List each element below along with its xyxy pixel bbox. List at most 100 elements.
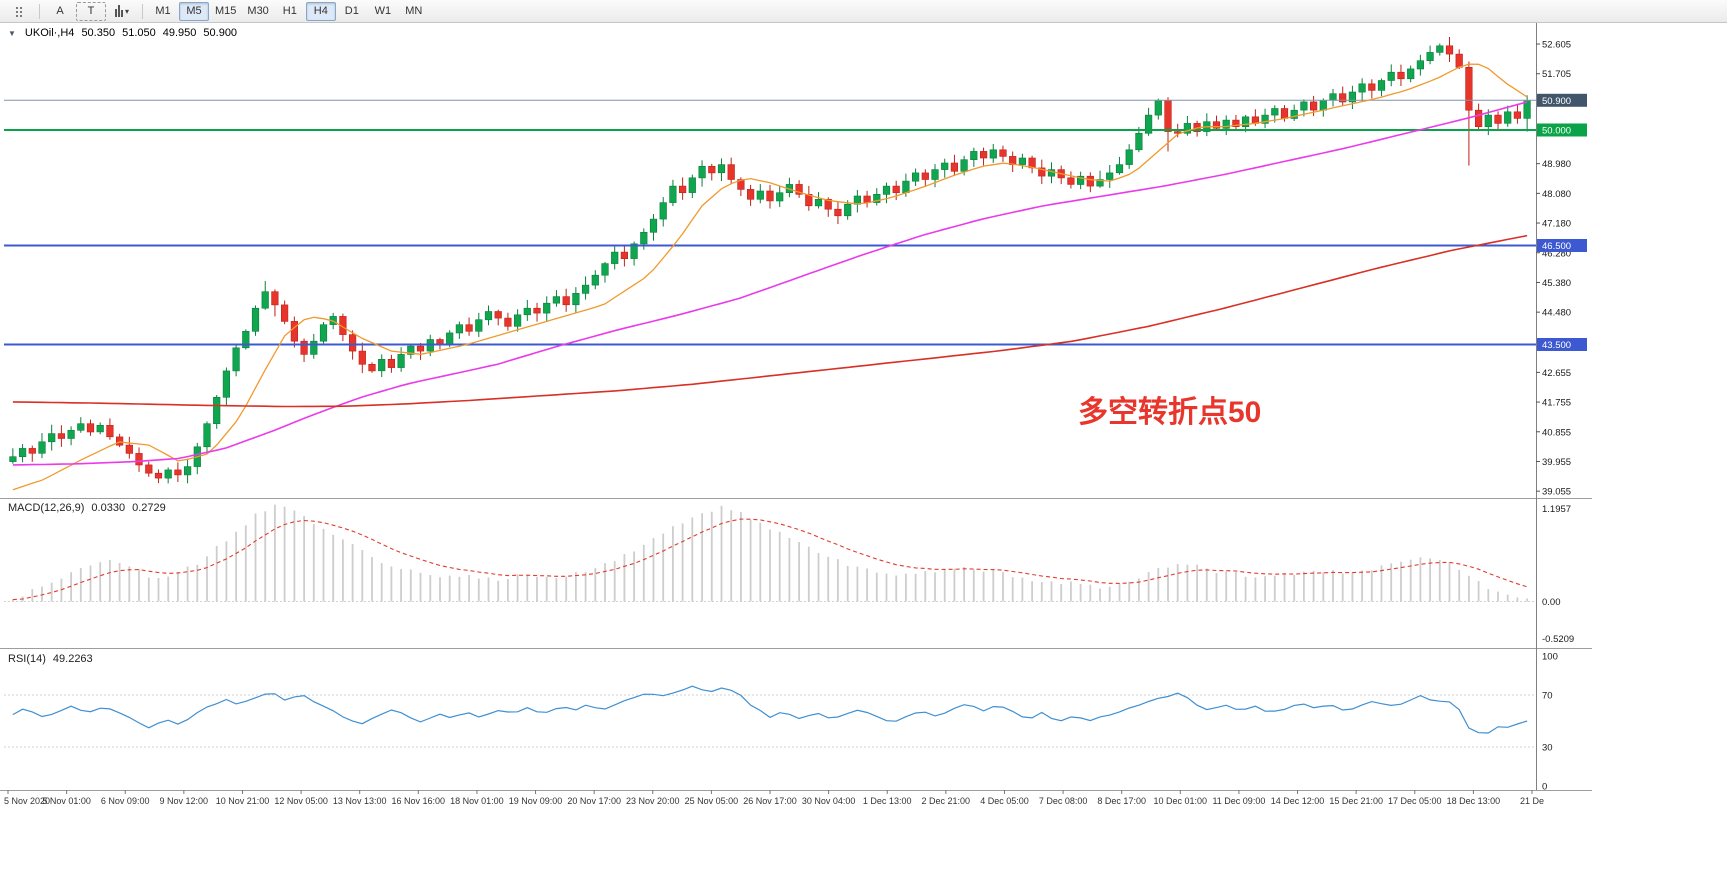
text-tool-button[interactable]: T — [76, 1, 106, 21]
candle-body — [1300, 101, 1308, 111]
candle-body — [533, 307, 541, 314]
time-label: 16 Nov 16:00 — [392, 796, 446, 806]
panel-dividers — [0, 22, 1592, 791]
candle-body — [513, 314, 522, 327]
candle-body — [319, 324, 328, 342]
candle-body — [1038, 167, 1046, 177]
candle-body — [630, 243, 638, 259]
candle-body — [125, 444, 133, 454]
time-label: 6 Nov 09:00 — [101, 796, 150, 806]
price-badge — [1537, 337, 1587, 351]
candle-body — [678, 185, 687, 194]
candle-body — [766, 190, 774, 202]
timeframe-button-m30[interactable]: M30 — [247, 5, 269, 17]
price-axis[interactable]: 52.605 51.705 48.980 48.080 47.180 46.280 45.3… — [1536, 40, 1587, 498]
candle-body — [727, 164, 735, 180]
timeframe-button-m15[interactable]: M15 — [215, 5, 237, 17]
timeframe-button-mn[interactable]: MN — [405, 5, 423, 17]
candle-body — [970, 151, 978, 160]
timeframe-button-w1[interactable]: W1 — [374, 5, 392, 17]
time-label: 21 De — [1520, 796, 1544, 806]
candle-body — [640, 232, 648, 245]
drag-handle-icon[interactable] — [4, 2, 34, 21]
price-tick-label: 44.480 — [1542, 308, 1571, 319]
candle-body — [1106, 172, 1114, 180]
rsi-scale-label: 0 — [1542, 782, 1547, 793]
candle-body — [184, 466, 192, 476]
candle-body — [1465, 66, 1473, 111]
timeframe-button-d1[interactable]: D1 — [344, 5, 359, 17]
candle-body — [378, 358, 386, 372]
chart-type-button[interactable]: ▾ — [107, 2, 137, 21]
macd-panel: 1.1957 0.00 -0.5209 — [4, 504, 1574, 645]
candle-body — [446, 332, 454, 345]
candle-body — [1436, 45, 1444, 53]
time-label: 12 Nov 05:00 — [274, 796, 328, 806]
candle-body — [1513, 111, 1521, 119]
macd-signal-line — [12, 518, 1528, 601]
candle-body — [1261, 114, 1269, 124]
candle-body — [572, 292, 580, 306]
candle-body — [1271, 108, 1279, 116]
candle-body — [688, 177, 696, 193]
time-label: 20 Nov 17:00 — [567, 796, 621, 806]
candle-body — [921, 172, 929, 180]
candle-body — [591, 274, 599, 286]
candle-body — [465, 324, 473, 332]
candle-body — [455, 324, 464, 334]
candle-body — [1310, 101, 1318, 111]
candle-body — [543, 302, 551, 314]
candle-body — [1426, 52, 1434, 61]
candle-body — [746, 189, 755, 200]
candle-body — [1368, 83, 1376, 91]
candlestick-icon — [114, 5, 123, 17]
arrow-annotation-button[interactable]: A — [56, 5, 64, 17]
price-badge-label: 50.000 — [1542, 125, 1571, 136]
price-tick-label: 40.855 — [1542, 427, 1571, 438]
toolbar-separator — [142, 3, 143, 19]
time-label: 14 Dec 12:00 — [1271, 796, 1325, 806]
time-label: 7 Dec 08:00 — [1039, 796, 1088, 806]
time-label: 9 Nov 12:00 — [160, 796, 209, 806]
candle-body — [1222, 119, 1230, 129]
candle-body — [1387, 71, 1395, 81]
timeframe-button-m1[interactable]: M1 — [155, 5, 171, 17]
chart-canvas[interactable]: 多空转折点50 52.605 51.705 48.980 48.080 47.180 46.… — [0, 22, 1727, 814]
candle-body — [96, 424, 104, 433]
time-label: 15 Dec 21:00 — [1329, 796, 1383, 806]
candle-body — [174, 469, 182, 476]
candle-body — [698, 166, 706, 179]
candle-body — [300, 340, 308, 355]
time-label: 26 Nov 17:00 — [743, 796, 797, 806]
time-label: 25 Nov 05:00 — [685, 796, 739, 806]
candle-body — [1164, 100, 1172, 132]
candle-body — [1086, 175, 1094, 187]
candle-body — [1145, 114, 1153, 134]
candle-body — [251, 307, 260, 332]
candle-body — [1183, 123, 1191, 134]
time-label: 13 Nov 13:00 — [333, 796, 387, 806]
candle-body — [116, 436, 124, 446]
toolbar: A T ▾ M1 M5 M15 M30 H1 H4 D1 W1 MN — [0, 0, 1727, 23]
candle-body — [1504, 111, 1512, 124]
candle-body — [1348, 91, 1356, 103]
timeframe-button-m5[interactable]: M5 — [179, 1, 209, 21]
candle-body — [552, 296, 560, 304]
candle-body — [824, 199, 832, 210]
timeframe-button-h4[interactable]: H4 — [305, 1, 336, 21]
candle-body — [1290, 109, 1298, 119]
candle-body — [708, 166, 716, 174]
candle-body — [562, 296, 570, 306]
candle-body — [1125, 149, 1133, 165]
candle-body — [950, 162, 958, 172]
candle-body — [805, 194, 813, 207]
ma-line-fast-orange — [12, 63, 1528, 491]
candle-body — [1407, 68, 1415, 80]
candle-body — [989, 149, 997, 159]
candle-body — [1242, 116, 1250, 128]
timeframe-button-h1[interactable]: H1 — [282, 5, 297, 17]
candle-body — [1397, 71, 1405, 80]
candle-body — [261, 291, 269, 309]
candle-body — [1115, 164, 1124, 174]
